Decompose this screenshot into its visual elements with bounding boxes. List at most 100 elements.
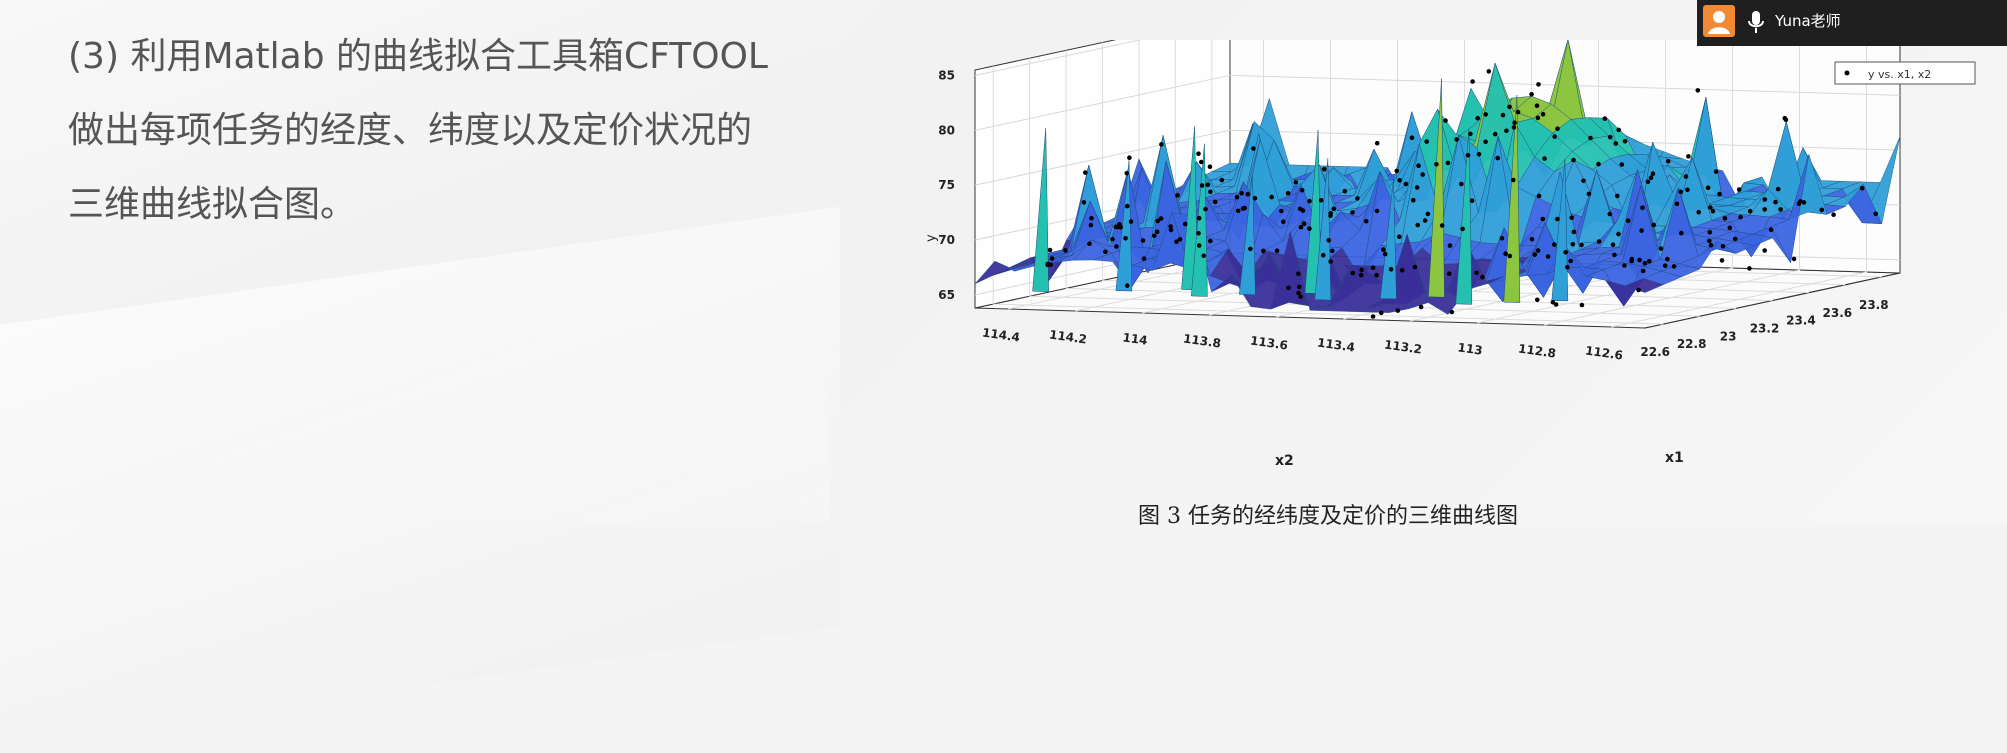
decorative-shape bbox=[0, 206, 840, 753]
surface-spike bbox=[1181, 126, 1198, 291]
data-point bbox=[1486, 69, 1492, 74]
data-point bbox=[1686, 154, 1691, 159]
data-point bbox=[1555, 216, 1560, 222]
data-point bbox=[1110, 236, 1115, 242]
data-point bbox=[1045, 261, 1051, 267]
data-point bbox=[1710, 208, 1716, 214]
data-point bbox=[1279, 208, 1284, 214]
x1-tick-label: 22.6 bbox=[1640, 345, 1670, 359]
presenter-name: Yuna老师 bbox=[1775, 12, 1841, 30]
data-point bbox=[1299, 187, 1305, 193]
z-axis-ticks: 85 80 75 70 65 bbox=[938, 68, 955, 301]
presenter-bar: Yuna老师 bbox=[1697, 0, 2007, 46]
data-point bbox=[1286, 285, 1291, 291]
x1-tick-label: 23.4 bbox=[1786, 314, 1816, 328]
data-point bbox=[1565, 264, 1570, 270]
data-point bbox=[1738, 214, 1743, 220]
data-point bbox=[1679, 230, 1684, 236]
data-point bbox=[1418, 304, 1424, 310]
data-point bbox=[1555, 126, 1560, 131]
data-point bbox=[1569, 215, 1574, 220]
data-point bbox=[1370, 265, 1376, 270]
data-point bbox=[1395, 308, 1401, 313]
data-point bbox=[1350, 270, 1356, 276]
data-point bbox=[1674, 201, 1680, 207]
data-point bbox=[1439, 223, 1445, 228]
data-point bbox=[1683, 174, 1689, 179]
axes-edge bbox=[1644, 40, 1901, 329]
data-point bbox=[1298, 294, 1303, 299]
data-point bbox=[1553, 302, 1559, 307]
surface-plot-figure: 85 80 75 70 65 114.4 114.2 114 113.8 113.6 113.4 1… bbox=[890, 40, 2007, 522]
x1-grid-line bbox=[992, 66, 1664, 325]
data-point bbox=[1607, 134, 1613, 140]
data-point bbox=[1873, 211, 1878, 217]
data-point bbox=[1382, 251, 1388, 257]
data-points bbox=[1045, 69, 1878, 319]
data-point bbox=[1329, 248, 1335, 254]
data-point bbox=[1480, 274, 1485, 280]
data-point bbox=[1719, 258, 1725, 263]
data-point bbox=[1212, 199, 1218, 205]
text-line: 做出每项任务的经度、纬度以及定价状况的 bbox=[68, 110, 753, 151]
data-point bbox=[1536, 82, 1541, 87]
data-point bbox=[1182, 221, 1188, 227]
data-point bbox=[1708, 242, 1714, 248]
data-point bbox=[1412, 264, 1418, 270]
data-point bbox=[1579, 242, 1584, 248]
data-point bbox=[1535, 248, 1541, 253]
data-point bbox=[1281, 219, 1286, 224]
data-point bbox=[1454, 137, 1459, 142]
data-point bbox=[1208, 189, 1213, 195]
legend-marker bbox=[1844, 70, 1850, 76]
data-point bbox=[1174, 239, 1179, 244]
data-point bbox=[1196, 230, 1201, 236]
data-point bbox=[1374, 208, 1380, 214]
data-point bbox=[1403, 181, 1409, 187]
data-point bbox=[1168, 224, 1173, 229]
data-point bbox=[1722, 216, 1728, 221]
data-point bbox=[1540, 111, 1546, 117]
data-point bbox=[1470, 79, 1475, 84]
data-point bbox=[1720, 244, 1726, 249]
data-point bbox=[1579, 302, 1585, 308]
data-point bbox=[1326, 238, 1331, 243]
data-point bbox=[1296, 271, 1301, 277]
x2-axis-label: x2 bbox=[1275, 453, 1294, 469]
microphone-icon[interactable] bbox=[1743, 8, 1769, 36]
data-point bbox=[1089, 215, 1094, 221]
data-point bbox=[1622, 263, 1627, 268]
data-point bbox=[1083, 170, 1088, 175]
data-point bbox=[1542, 156, 1547, 161]
x2-tick-label: 113.4 bbox=[1316, 335, 1356, 354]
data-point bbox=[1536, 193, 1542, 199]
data-point bbox=[1639, 228, 1644, 233]
data-point bbox=[1563, 250, 1568, 255]
data-point bbox=[1207, 164, 1213, 169]
data-point bbox=[1381, 247, 1386, 252]
user-avatar-icon[interactable] bbox=[1703, 5, 1735, 37]
data-point bbox=[1415, 222, 1420, 228]
data-point bbox=[1465, 153, 1471, 158]
data-point bbox=[1307, 226, 1312, 231]
x1-axis-ticks: 22.6 22.8 23 23.2 23.4 23.6 23.8 bbox=[1640, 298, 1888, 359]
data-point bbox=[1642, 261, 1648, 266]
data-point bbox=[1399, 268, 1405, 273]
data-point bbox=[1504, 128, 1509, 134]
surface-spike bbox=[1455, 129, 1473, 305]
data-point bbox=[1507, 104, 1512, 110]
data-point bbox=[1447, 271, 1452, 276]
data-point bbox=[1499, 236, 1505, 241]
data-point bbox=[1124, 283, 1130, 288]
x2-tick-label: 113.2 bbox=[1383, 337, 1423, 356]
data-point bbox=[1796, 201, 1802, 207]
data-point bbox=[1269, 194, 1274, 200]
surface-spike bbox=[1304, 129, 1322, 294]
data-point bbox=[1449, 309, 1455, 315]
data-point bbox=[1252, 195, 1258, 201]
data-point bbox=[1125, 203, 1130, 209]
data-point bbox=[1425, 211, 1431, 217]
data-point bbox=[1199, 183, 1205, 188]
data-point bbox=[1707, 238, 1712, 244]
